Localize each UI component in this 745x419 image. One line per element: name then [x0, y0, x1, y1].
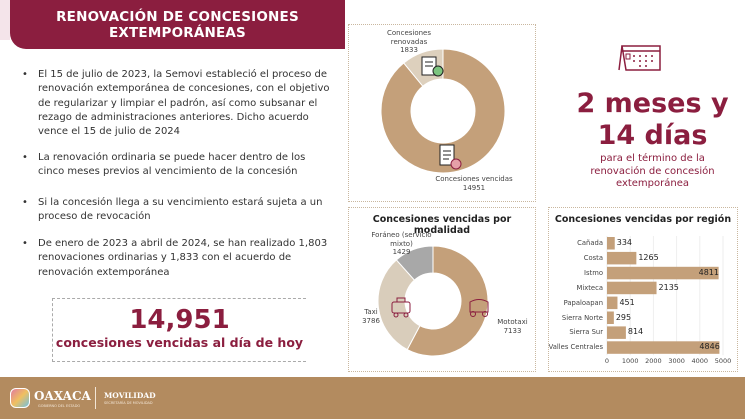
page-title: RENOVACIÓN DE CONCESIONES EXTEMPORÁNEAS	[10, 0, 345, 49]
category-label: Sierra Norte	[561, 313, 603, 322]
bar-ca-ada	[607, 237, 615, 250]
bar-value-label: 4846	[699, 342, 720, 352]
footer: OAXACA GOBIERNO DEL ESTADO MOVILIDAD SEC…	[0, 377, 745, 419]
bar-value-label: 451	[619, 297, 635, 307]
x-tick-label: 0	[604, 357, 610, 366]
chart-title: Concesiones vencidas por modalidad	[372, 214, 512, 236]
bar-papaloapan	[607, 296, 618, 310]
countdown-line-2: 14 días	[597, 120, 708, 151]
category-label: Mixteca	[576, 283, 603, 292]
category-label: Istmo	[584, 268, 603, 277]
bar-costa	[607, 251, 637, 265]
caption-line: para el término de la	[600, 153, 705, 164]
department-subtitle: SECRETARÍA DE MOVILIDAD	[104, 401, 153, 405]
donut-slice-concesiones-vencidas	[380, 48, 506, 174]
title-line-1: RENOVACIÓN DE CONCESIONES	[56, 9, 299, 25]
countdown-caption: para el término de la renovación de conc…	[560, 153, 745, 191]
taxi-icon	[391, 297, 411, 318]
bar-value-label: 814	[627, 327, 644, 337]
x-tick-label: 2000	[645, 357, 662, 366]
bullet-item: El 15 de julio de 2023, la Semovi establ…	[22, 68, 332, 139]
slice-label: Concesiones vencidas 14951	[435, 175, 513, 192]
chart-title: Concesiones vencidas por región	[554, 214, 732, 225]
brand-subtitle: GOBIERNO DEL ESTADO	[38, 404, 81, 408]
expired-count: 14,951	[129, 305, 230, 335]
modality-donut-panel: Concesiones vencidas por modalidad Forán…	[348, 207, 536, 372]
brand-name: OAXACA	[34, 389, 91, 403]
x-tick-label: 5000	[714, 357, 732, 366]
caption-line: renovación de concesión	[590, 165, 715, 177]
category-label: Sierra Sur	[569, 328, 603, 337]
x-tick-label: 4000	[691, 357, 709, 366]
document-check-icon	[421, 56, 444, 77]
category-label: Costa	[583, 253, 603, 262]
bar-sierra-norte	[607, 311, 614, 324]
bar-value-label: 334	[616, 238, 633, 247]
slice-label: Concesiones renovadas 1833	[386, 29, 432, 54]
mototaxi-icon	[469, 299, 489, 317]
bullet-item: De enero de 2023 a abril de 2024, se han…	[22, 237, 332, 280]
slice-label: Mototaxi 7133	[497, 318, 528, 335]
decorative-strip	[0, 0, 10, 40]
bar-istmo	[607, 266, 719, 280]
bar-value-label: 4811	[698, 267, 719, 277]
oaxaca-logo-icon	[10, 388, 30, 408]
modality-donut-chart	[377, 245, 489, 357]
region-bar-chart	[606, 236, 724, 356]
x-tick-label: 3000	[668, 357, 685, 366]
department-name: MOVILIDAD	[104, 391, 156, 400]
x-tick-label: 1000	[621, 357, 639, 366]
title-line-2: EXTEMPORÁNEAS	[108, 25, 246, 41]
bar-sierra-sur	[607, 326, 626, 339]
countdown-value: 2 meses y 14 días	[560, 88, 745, 152]
region-bar-panel: Concesiones vencidas por región 0 1000 200…	[548, 207, 738, 372]
bar-mixteca	[607, 281, 657, 295]
expired-count-box: 14,951 concesiones vencidas al día de ho…	[52, 298, 306, 362]
slice-label: Taxi 3786	[362, 308, 380, 325]
donut-slice-for-neo-servicio-mixto-	[395, 245, 434, 281]
category-label: Valles Centrales	[548, 343, 603, 352]
bar-value-label: 1265	[638, 252, 659, 262]
bar-valles-centrales	[607, 341, 720, 354]
bullet-item: La renovación ordinaria se puede hacer d…	[22, 151, 332, 180]
slice-label: Foráneo (servicio mixto) 1429	[371, 231, 432, 256]
bullet-item: Si la concesión llega a su vencimiento e…	[22, 196, 332, 225]
divider	[95, 387, 96, 409]
document-x-icon	[439, 144, 462, 170]
renewal-donut-panel: Concesiones renovadas 1833 Concesiones ve…	[348, 24, 536, 202]
countdown-line-1: 2 meses y	[576, 88, 729, 119]
bar-value-label: 295	[615, 312, 632, 322]
category-label: Cañada	[577, 239, 603, 247]
donut-slice-mototaxi	[406, 245, 489, 357]
expired-caption: concesiones vencidas al día de hoy	[55, 335, 304, 350]
calendar-icon	[618, 45, 661, 71]
category-label: Papaloapan	[563, 298, 603, 307]
caption-line: extemporánea	[615, 178, 690, 189]
bar-value-label: 2135	[658, 282, 679, 292]
